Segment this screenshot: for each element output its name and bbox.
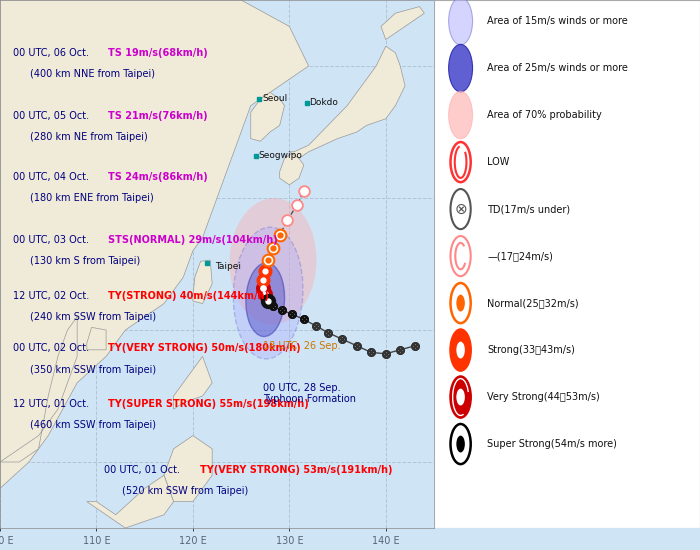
Polygon shape [0,317,77,462]
Circle shape [450,376,471,418]
Polygon shape [289,46,405,158]
Text: Seoul: Seoul [262,95,288,103]
Text: Seogwipo: Seogwipo [258,151,302,160]
Text: TY(SUPER STRONG) 55m/s(198km/h): TY(SUPER STRONG) 55m/s(198km/h) [108,399,309,409]
Circle shape [456,295,465,311]
Circle shape [451,424,470,464]
Ellipse shape [230,198,316,324]
Circle shape [451,142,470,182]
Text: 18 UTC, 26 Sep.: 18 UTC, 26 Sep. [262,341,340,351]
Text: TD(17m/s under): TD(17m/s under) [487,204,570,214]
Text: Area of 70% probability: Area of 70% probability [487,110,602,120]
Text: 00 UTC, 05 Oct.: 00 UTC, 05 Oct. [13,111,89,121]
Text: 00 UTC, 04 Oct.: 00 UTC, 04 Oct. [13,172,89,182]
Text: 00 UTC, 01 Oct.: 00 UTC, 01 Oct. [104,465,180,475]
Circle shape [456,342,465,359]
Polygon shape [174,356,212,409]
Polygon shape [87,327,106,350]
Text: Taipei: Taipei [215,262,241,271]
Text: (280 km NE from Taipei): (280 km NE from Taipei) [30,133,148,142]
Polygon shape [164,436,212,502]
Circle shape [451,283,470,323]
Text: (460 km SSW from Taipei): (460 km SSW from Taipei) [30,420,156,430]
Circle shape [449,45,472,92]
Circle shape [449,0,472,45]
Text: (400 km NNE from Taipei): (400 km NNE from Taipei) [30,69,155,79]
Text: 00 UTC, 28 Sep.
Typhoon Formation: 00 UTC, 28 Sep. Typhoon Formation [262,383,356,404]
Text: 12 UTC, 02 Oct.: 12 UTC, 02 Oct. [13,291,90,301]
Text: (180 km ENE from Taipei): (180 km ENE from Taipei) [30,193,154,203]
Text: —(17～24m/s): —(17～24m/s) [487,251,553,261]
Text: Very Strong(44～53m/s): Very Strong(44～53m/s) [487,392,600,402]
Text: TS 24m/s(86km/h): TS 24m/s(86km/h) [108,172,209,182]
Polygon shape [251,92,284,141]
Text: (130 km S from Taipei): (130 km S from Taipei) [30,256,141,266]
Polygon shape [193,260,212,304]
Text: 12 UTC, 01 Oct.: 12 UTC, 01 Oct. [13,399,89,409]
Text: TY(VERY STRONG) 53m/s(191km/h): TY(VERY STRONG) 53m/s(191km/h) [199,465,392,475]
Circle shape [450,329,471,371]
Text: 00 UTC, 02 Oct.: 00 UTC, 02 Oct. [13,344,89,354]
Circle shape [456,389,465,405]
Text: (350 km SSW from Taipei): (350 km SSW from Taipei) [30,365,157,375]
Text: Super Strong(54m/s more): Super Strong(54m/s more) [487,439,617,449]
Text: Strong(33～43m/s): Strong(33～43m/s) [487,345,575,355]
Text: TS 19m/s(68km/h): TS 19m/s(68km/h) [108,48,209,58]
FancyBboxPatch shape [434,0,700,528]
Polygon shape [280,152,304,185]
Ellipse shape [233,227,303,359]
Text: 00 UTC, 03 Oct.: 00 UTC, 03 Oct. [13,235,89,245]
Text: Dokdo: Dokdo [309,98,339,107]
Text: (520 km SSW from Taipei): (520 km SSW from Taipei) [122,486,248,496]
Text: Normal(25～32m/s): Normal(25～32m/s) [487,298,579,308]
Text: LOW: LOW [487,157,510,167]
Polygon shape [0,0,309,488]
Circle shape [449,91,472,139]
Circle shape [451,189,470,229]
Text: TY(STRONG) 40m/s(144km/h): TY(STRONG) 40m/s(144km/h) [108,291,270,301]
Circle shape [456,436,465,453]
Polygon shape [87,475,174,528]
Text: STS(NORMAL) 29m/s(104km/h): STS(NORMAL) 29m/s(104km/h) [108,235,279,245]
Text: ⊗: ⊗ [454,202,467,217]
Text: (240 km SSW from Taipei): (240 km SSW from Taipei) [30,312,157,322]
Circle shape [451,236,470,276]
Text: Area of 25m/s winds or more: Area of 25m/s winds or more [487,63,628,73]
Text: Area of 15m/s winds or more: Area of 15m/s winds or more [487,16,628,26]
Text: TY(VERY STRONG) 50m/s(180km/h): TY(VERY STRONG) 50m/s(180km/h) [108,344,301,354]
Text: TS 21m/s(76km/h): TS 21m/s(76km/h) [108,111,208,121]
Text: 00 UTC, 06 Oct.: 00 UTC, 06 Oct. [13,48,89,58]
Polygon shape [381,7,424,40]
Ellipse shape [246,263,285,337]
